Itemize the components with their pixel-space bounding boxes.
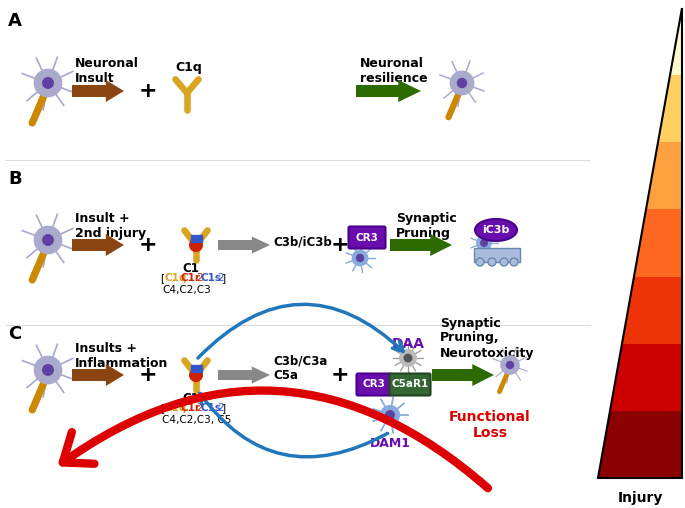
Polygon shape (622, 276, 682, 344)
Circle shape (506, 362, 514, 368)
Text: CR3: CR3 (356, 233, 378, 243)
Text: 2: 2 (196, 273, 203, 283)
Circle shape (42, 365, 53, 375)
Text: Synaptic
Pruning: Synaptic Pruning (396, 212, 457, 240)
Bar (474, 248, 520, 262)
Bar (190, 235, 196, 242)
Text: iC3b: iC3b (482, 225, 510, 235)
Circle shape (34, 70, 62, 97)
Text: Insults +
Inflammation: Insults + Inflammation (75, 342, 169, 370)
FancyBboxPatch shape (356, 373, 392, 396)
Circle shape (386, 411, 395, 419)
Circle shape (34, 356, 62, 384)
FancyBboxPatch shape (390, 373, 430, 396)
Polygon shape (356, 80, 421, 102)
Text: B: B (8, 170, 22, 188)
Text: +: + (331, 235, 349, 255)
Text: C1: C1 (183, 392, 199, 405)
Text: +: + (331, 365, 349, 385)
Circle shape (190, 369, 202, 382)
Circle shape (450, 71, 474, 94)
Text: +: + (138, 365, 158, 385)
Text: C1r: C1r (181, 403, 201, 413)
Text: C1r: C1r (181, 273, 201, 283)
Text: 2: 2 (217, 273, 223, 283)
Text: C1q: C1q (165, 403, 188, 413)
Circle shape (477, 236, 491, 250)
Circle shape (458, 79, 466, 87)
Circle shape (356, 255, 364, 262)
Circle shape (476, 258, 484, 266)
Polygon shape (658, 75, 682, 142)
Polygon shape (646, 142, 682, 209)
Text: 2: 2 (217, 403, 223, 413)
Text: [: [ (160, 403, 164, 413)
Text: ]: ] (222, 403, 226, 413)
Polygon shape (610, 344, 682, 411)
Polygon shape (72, 80, 124, 102)
Polygon shape (218, 366, 270, 384)
Text: DAM1: DAM1 (369, 437, 410, 450)
Text: C1: C1 (183, 262, 199, 275)
Polygon shape (634, 209, 682, 276)
Circle shape (488, 258, 496, 266)
Circle shape (34, 227, 62, 253)
Polygon shape (72, 364, 124, 386)
Polygon shape (72, 234, 124, 256)
Text: C1q: C1q (175, 61, 202, 74)
Text: C1s: C1s (201, 403, 222, 413)
Text: +: + (138, 81, 158, 101)
Text: C1q: C1q (165, 273, 188, 283)
Circle shape (42, 235, 53, 245)
Text: Insult +
2nd injury: Insult + 2nd injury (75, 212, 146, 240)
Bar (197, 365, 202, 372)
Text: C1s: C1s (201, 273, 222, 283)
Polygon shape (218, 237, 270, 253)
Text: C3b/iC3b: C3b/iC3b (273, 236, 332, 248)
Text: C5aR1: C5aR1 (391, 379, 429, 389)
Text: ]: ] (222, 273, 226, 283)
Text: C3b/C3a
C5a: C3b/C3a C5a (273, 354, 327, 382)
Polygon shape (598, 411, 682, 478)
Bar (197, 235, 202, 242)
Text: CR3: CR3 (362, 379, 386, 389)
FancyBboxPatch shape (349, 227, 386, 248)
Circle shape (42, 78, 53, 88)
FancyArrowPatch shape (63, 391, 488, 488)
Polygon shape (670, 8, 682, 75)
Text: +: + (138, 235, 158, 255)
Polygon shape (390, 234, 452, 256)
Text: DAA: DAA (392, 337, 425, 351)
Circle shape (500, 258, 508, 266)
Text: C: C (8, 325, 21, 343)
Text: Synaptic
Pruning,
Neurotoxicity: Synaptic Pruning, Neurotoxicity (440, 316, 534, 360)
Text: Neuronal
Insult: Neuronal Insult (75, 57, 139, 85)
Text: [: [ (160, 273, 164, 283)
Bar (190, 365, 196, 372)
Circle shape (404, 354, 412, 362)
Text: Injury: Injury (617, 491, 662, 505)
Circle shape (381, 406, 399, 424)
Text: A: A (8, 12, 22, 30)
Circle shape (400, 350, 416, 366)
Text: 2: 2 (196, 403, 203, 413)
Text: C4,C2,C3, C5: C4,C2,C3, C5 (162, 415, 232, 425)
Circle shape (501, 356, 519, 374)
Circle shape (190, 239, 202, 251)
Polygon shape (432, 364, 494, 386)
Ellipse shape (475, 219, 517, 241)
Text: Functional
Loss: Functional Loss (449, 410, 531, 440)
Circle shape (510, 258, 518, 266)
Circle shape (481, 240, 487, 246)
Text: Neuronal
resilience: Neuronal resilience (360, 57, 427, 85)
Text: C4,C2,C3: C4,C2,C3 (162, 285, 211, 295)
Circle shape (352, 250, 368, 266)
